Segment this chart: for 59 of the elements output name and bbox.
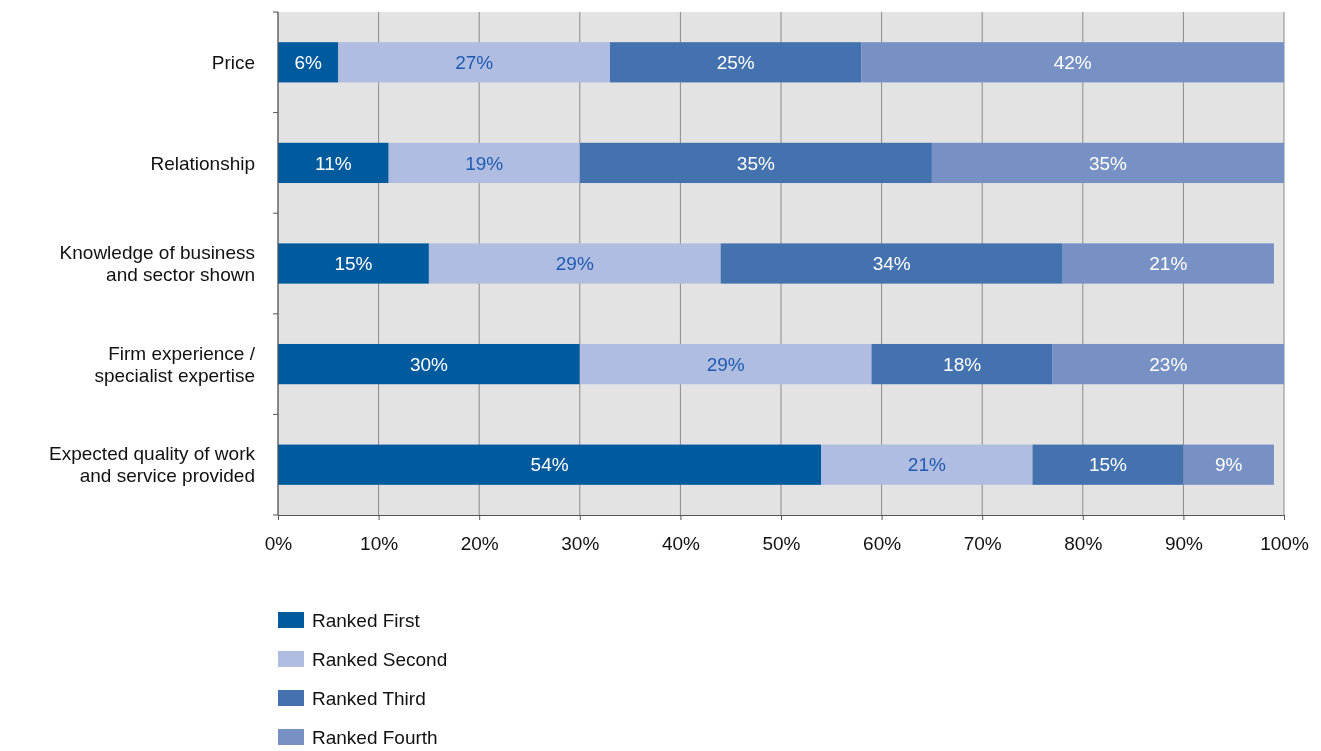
data-label: 11% xyxy=(315,152,352,174)
bar xyxy=(338,42,610,83)
legend-label: Ranked Third xyxy=(312,687,426,709)
bar xyxy=(278,243,429,284)
y-tick-label: Expected quality of work and service provided xyxy=(49,443,256,487)
bar xyxy=(1052,343,1284,385)
x-tick-label: 10% xyxy=(360,532,399,554)
data-label: 25% xyxy=(716,51,755,73)
bar xyxy=(861,42,1284,83)
bar xyxy=(821,444,1033,485)
bar xyxy=(278,343,580,385)
bar xyxy=(579,142,932,184)
data-label: 27% xyxy=(455,51,494,73)
x-tick-label: 40% xyxy=(661,532,701,554)
legend-label: Ranked Second xyxy=(312,648,448,670)
bar xyxy=(720,243,1063,284)
data-label: 23% xyxy=(1149,353,1188,375)
data-label: 15% xyxy=(334,253,373,275)
y-tick-label: Firm experience / specialist expertise xyxy=(94,342,256,386)
bar xyxy=(579,343,872,385)
bar xyxy=(278,142,389,184)
legend-label: Ranked First xyxy=(312,609,421,631)
data-label: 19% xyxy=(465,152,504,174)
data-label: 30% xyxy=(409,353,449,375)
x-tick-label: 80% xyxy=(1064,532,1103,554)
x-tick-label: 90% xyxy=(1164,532,1204,554)
data-label: 35% xyxy=(1088,152,1128,174)
legend-label: Ranked Fourth xyxy=(312,726,438,748)
bar xyxy=(388,142,580,184)
bar xyxy=(609,42,862,83)
data-label: 18% xyxy=(943,353,982,375)
bar xyxy=(1062,243,1274,284)
x-tick-label: 70% xyxy=(963,532,1002,554)
data-label: 21% xyxy=(907,454,946,476)
data-label: 29% xyxy=(706,353,745,375)
bar xyxy=(1183,444,1274,485)
bar xyxy=(278,444,822,485)
x-tick-label: 100% xyxy=(1260,532,1309,554)
data-label: 42% xyxy=(1053,51,1092,73)
data-label: 35% xyxy=(736,152,775,174)
bar xyxy=(871,343,1053,385)
x-tick-label: 50% xyxy=(762,532,801,554)
data-label: 9% xyxy=(1214,454,1243,476)
y-tick-label: Knowledge of business and sector shown xyxy=(59,242,255,286)
data-label: 15% xyxy=(1088,454,1128,476)
x-tick-label: 60% xyxy=(863,532,902,554)
data-label: 34% xyxy=(872,253,911,275)
x-tick-label: 20% xyxy=(460,532,499,554)
x-tick-label: 0% xyxy=(264,532,293,554)
bar xyxy=(1032,444,1184,485)
x-tick-label: 30% xyxy=(561,532,600,554)
bar xyxy=(428,243,721,284)
data-label: 54% xyxy=(530,454,569,476)
data-label: 29% xyxy=(555,253,594,275)
data-label: 21% xyxy=(1149,253,1188,275)
data-label: 6% xyxy=(294,51,323,73)
bar xyxy=(931,142,1284,184)
y-tick-label: Price xyxy=(211,51,255,73)
y-tick-label: Relationship xyxy=(150,152,255,174)
